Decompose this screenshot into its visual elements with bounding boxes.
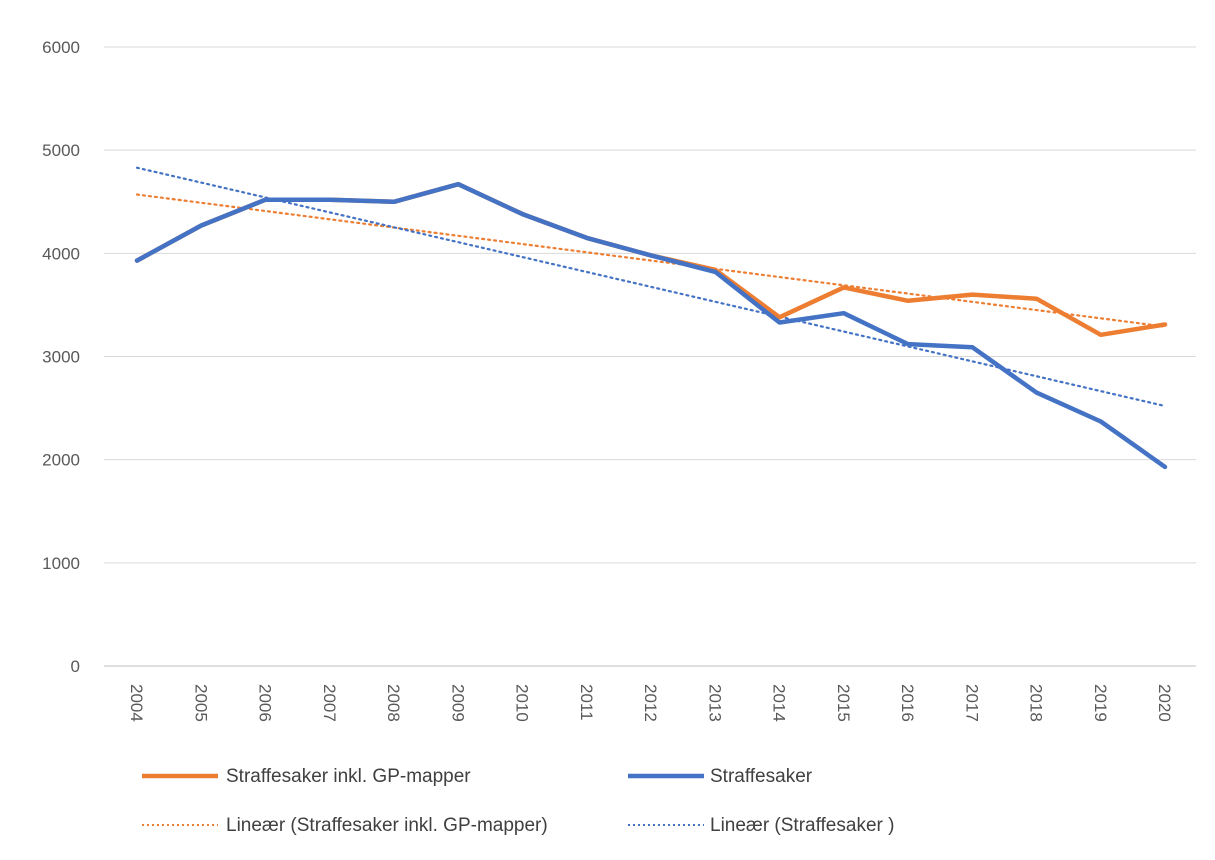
x-tick-label: 2011 (577, 684, 596, 721)
y-tick-label: 2000 (42, 451, 80, 470)
x-tick-label: 2018 (1027, 684, 1046, 722)
legend-label-linear-straffesaker: Lineær (Straffesaker ) (710, 815, 894, 836)
x-tick-label: 2014 (770, 684, 789, 722)
legend-item-straffesaker: Straffesaker (628, 766, 813, 787)
x-tick-label: 2015 (834, 684, 853, 722)
x-tick-label: 2016 (898, 684, 917, 722)
y-tick-label: 1000 (42, 554, 80, 573)
y-axis-ticks: 6000 5000 4000 3000 2000 1000 0 (42, 38, 80, 676)
x-tick-label: 2008 (384, 684, 403, 722)
series-line-straffesaker (134, 181, 1168, 470)
y-tick-label: 5000 (42, 141, 80, 160)
trendlines (135, 166, 1167, 408)
trendline-straffesaker-inkl-gp (135, 193, 1167, 328)
x-tick-label: 2005 (191, 684, 210, 722)
x-axis-ticks: 2004 2005 2006 2007 2008 2009 2010 2011 2012 2013… (127, 684, 1174, 722)
y-tick-label: 4000 (42, 244, 80, 263)
x-tick-label: 2010 (513, 684, 532, 722)
legend-item-straffesaker-inkl-gp: Straffesaker inkl. GP-mapper (142, 766, 471, 787)
y-tick-label: 0 (71, 657, 80, 676)
trendline-straffesaker (135, 166, 1167, 408)
legend-label-straffesaker: Straffesaker (710, 766, 813, 787)
x-tick-label: 2019 (1091, 684, 1110, 722)
x-tick-label: 2004 (127, 684, 146, 722)
y-tick-label: 3000 (42, 348, 80, 367)
x-tick-label: 2009 (448, 684, 467, 722)
legend: Straffesaker inkl. GP-mapper Straffesake… (142, 766, 894, 836)
data-series (134, 181, 1168, 470)
x-tick-label: 2020 (1155, 684, 1174, 722)
y-tick-label: 6000 (42, 38, 80, 57)
legend-label-straffesaker-inkl-gp: Straffesaker inkl. GP-mapper (226, 766, 471, 787)
x-tick-label: 2017 (962, 684, 981, 722)
x-tick-label: 2006 (256, 684, 275, 722)
legend-label-linear-straffesaker-inkl-gp: Lineær (Straffesaker inkl. GP-mapper) (226, 815, 548, 836)
x-tick-label: 2012 (641, 684, 660, 722)
x-tick-label: 2007 (320, 684, 339, 722)
x-tick-label: 2013 (705, 684, 724, 722)
legend-item-linear-straffesaker-inkl-gp: Lineær (Straffesaker inkl. GP-mapper) (142, 815, 548, 836)
legend-item-linear-straffesaker: Lineær (Straffesaker ) (628, 815, 894, 836)
